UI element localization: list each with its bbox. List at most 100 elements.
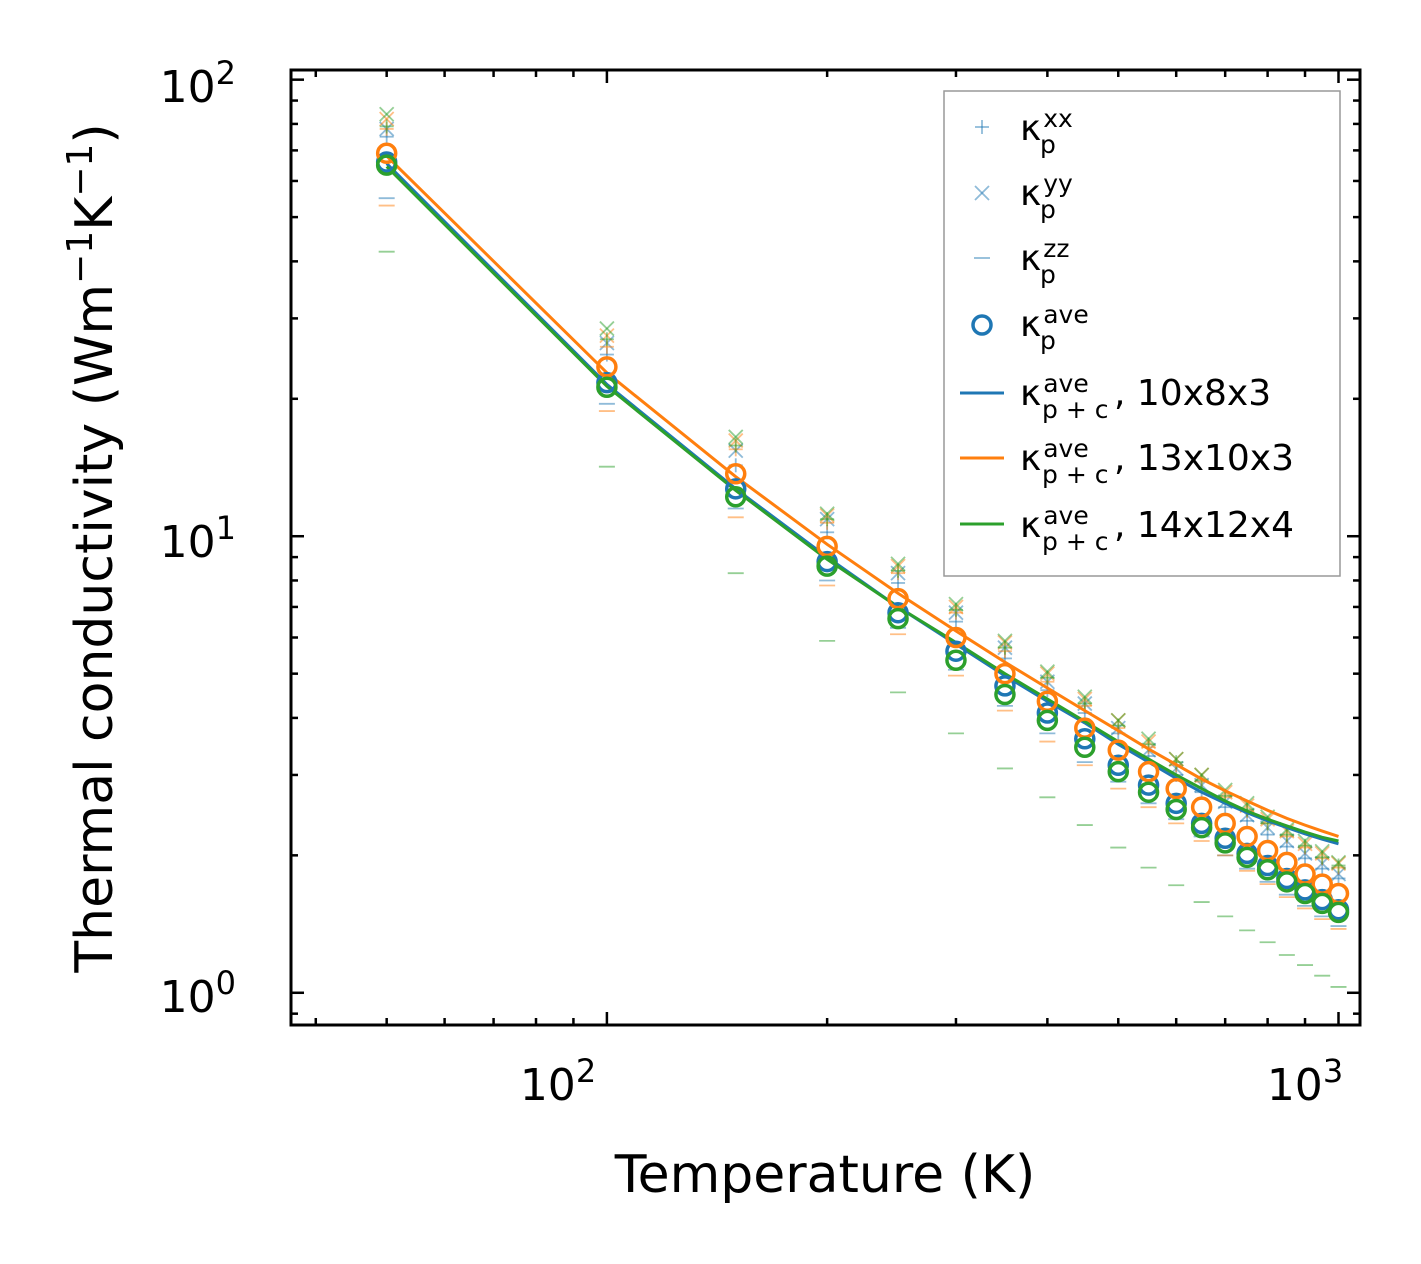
legend-label-14x12x4: κave p + c, 14x12x4	[1020, 501, 1294, 556]
point-kave-14x12x4-450-ring	[1074, 736, 1096, 758]
point-kave-14x12x4-800-ring	[1256, 858, 1279, 881]
point-kave-13x10x3-100	[596, 356, 618, 378]
point-kxx-14x12x4-50	[379, 119, 394, 134]
point-kyy-14x12x4-650-b	[1193, 767, 1210, 783]
point-kave-13x10x3-650	[1190, 796, 1213, 818]
point-kave-13x10x3-550-ring	[1137, 760, 1160, 783]
x-tick-label-100: 102	[520, 1052, 596, 1111]
point-kyy-14x12x4-600-b	[1168, 751, 1184, 767]
point-kyy-14x12x4-950	[1314, 843, 1330, 860]
point-kave-14x12x4-700-ring	[1214, 832, 1236, 854]
point-kxx-14x12x4-150	[728, 438, 743, 453]
point-kyy-14x12x4-50-b	[379, 106, 395, 122]
point-kyy-13x10x3-50-b	[379, 111, 395, 127]
point-kave-14x12x4-150-ring	[724, 486, 747, 508]
point-kave-10x8x3-550-ring	[1137, 774, 1160, 796]
point-kave-13x10x3-750	[1236, 825, 1258, 848]
point-kave-10x8x3-400	[1036, 702, 1059, 724]
point-kave-10x8x3-250	[887, 601, 909, 624]
legend-marker-0	[975, 120, 989, 134]
legend-marker-1	[974, 185, 990, 201]
point-kave-10x8x3-350	[994, 675, 1016, 697]
point-kave-14x12x4-250-ring	[887, 607, 909, 630]
point-kave-10x8x3-500	[1107, 754, 1130, 777]
point-kave-10x8x3-600-ring	[1165, 792, 1187, 815]
point-kave-13x10x3-150	[724, 463, 747, 485]
point-kyy-14x12x4-300-b	[948, 596, 964, 612]
point-kyy-14x12x4-200-b	[819, 506, 835, 522]
point-kave-14x12x4-1000	[1327, 901, 1350, 924]
point-kave-14x12x4-450	[1074, 736, 1096, 758]
point-kxx-14x12x4-450	[1077, 696, 1092, 711]
point-kyy-14x12x4-350-b	[997, 633, 1013, 649]
point-kyy-14x12x4-350	[997, 633, 1013, 649]
point-kave-10x8x3-500-ring	[1107, 754, 1130, 777]
point-kave-10x8x3-350-ring	[994, 675, 1016, 697]
legend-marker-3	[971, 314, 993, 336]
point-kave-13x10x3-500-ring	[1107, 739, 1130, 761]
point-kave-10x8x3-450	[1074, 728, 1096, 750]
legend-marker-3-ring	[971, 314, 993, 336]
line-kave-pc-13x10x3	[385, 155, 1339, 838]
point-kxx-14x12x4-100	[599, 332, 614, 347]
point-kyy-14x12x4-550-b	[1140, 731, 1157, 747]
point-kave-13x10x3-750-ring	[1236, 825, 1258, 848]
point-kyy-13x10x3-50	[379, 111, 395, 127]
y-tick-label-10: 101	[160, 509, 236, 568]
point-kave-13x10x3-50	[375, 142, 398, 164]
point-kxx-14x12x4-350	[997, 640, 1012, 655]
legend-label-kyy: κyy p	[1020, 169, 1073, 224]
point-kave-14x12x4-650	[1190, 816, 1213, 839]
y-tick-label-100: 102	[160, 54, 236, 113]
point-kave-13x10x3-50-ring	[375, 142, 398, 164]
legend-label-kxx: κxx p	[1020, 104, 1073, 159]
point-kave-10x8x3-550	[1137, 774, 1160, 796]
point-kyy-14x12x4-150	[728, 429, 744, 445]
point-kyy-14x12x4-400	[1039, 664, 1056, 680]
point-kave-14x12x4-850	[1276, 871, 1298, 893]
point-kave-14x12x4-800	[1256, 858, 1279, 881]
point-kave-14x12x4-1000-ring	[1327, 901, 1350, 924]
point-kave-13x10x3-350-ring	[994, 662, 1016, 685]
point-kave-10x8x3-250-ring	[887, 601, 909, 624]
point-kave-14x12x4-900-ring	[1294, 882, 1316, 905]
point-kxx-14x12x4-400	[1040, 670, 1055, 685]
x-tick-label-1000: 103	[1267, 1052, 1343, 1111]
point-kave-14x12x4-350-ring	[994, 683, 1016, 706]
point-kyy-14x12x4-500-b	[1110, 712, 1126, 729]
legend-label-10x8x3: κave p + c, 10x8x3	[1020, 369, 1271, 424]
legend-marker-1-b	[974, 185, 990, 201]
point-kave-14x12x4-50	[375, 154, 398, 176]
point-kyy-14x12x4-250-b	[890, 556, 906, 572]
point-kave-10x8x3-400-ring	[1036, 702, 1059, 724]
point-kave-13x10x3-600	[1165, 777, 1187, 800]
point-kave-14x12x4-500	[1107, 760, 1130, 783]
point-kyy-14x12x4-500	[1110, 712, 1126, 729]
point-kyy-14x12x4-100	[599, 320, 615, 337]
legend-markers	[960, 120, 1004, 526]
legend-label-13x10x3: κave p + c, 13x10x3	[1020, 434, 1294, 489]
point-kyy-14x12x4-1000	[1330, 854, 1347, 871]
point-kyy-14x12x4-1000-b	[1330, 854, 1347, 871]
point-kave-13x10x3-550	[1137, 760, 1160, 783]
plot-frame	[289, 68, 1362, 1027]
point-kave-14x12x4-200	[816, 555, 838, 577]
point-kyy-14x12x4-50	[379, 106, 395, 122]
data-layer	[375, 106, 1350, 988]
point-kave-13x10x3-150-ring	[724, 463, 747, 485]
point-kxx-14x12x4-1000	[1331, 858, 1346, 873]
point-kave-14x12x4-650-ring	[1190, 816, 1213, 839]
point-kave-13x10x3-350	[994, 662, 1016, 685]
point-kave-14x12x4-50-ring	[375, 154, 398, 176]
point-kave-13x10x3-250	[887, 587, 909, 610]
point-kave-14x12x4-850-ring	[1276, 871, 1298, 893]
point-kave-14x12x4-950-ring	[1311, 892, 1333, 915]
point-kave-14x12x4-350	[994, 683, 1016, 706]
point-kyy-14x12x4-600	[1168, 751, 1184, 767]
point-kyy-14x12x4-450-b	[1077, 689, 1093, 705]
point-kyy-14x12x4-100-b	[599, 320, 615, 337]
point-kave-13x10x3-650-ring	[1190, 796, 1213, 818]
point-kave-14x12x4-600-ring	[1165, 798, 1187, 821]
point-kave-13x10x3-500	[1107, 739, 1130, 761]
